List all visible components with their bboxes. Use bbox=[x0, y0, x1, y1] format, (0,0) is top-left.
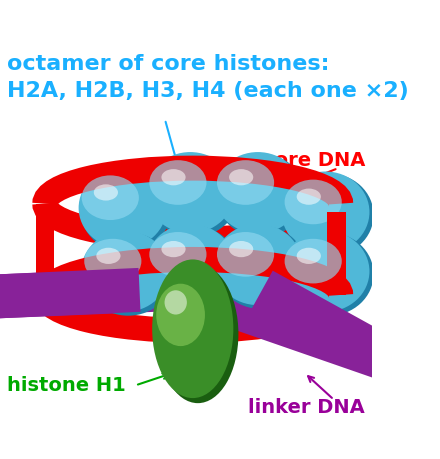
Ellipse shape bbox=[229, 241, 253, 257]
Ellipse shape bbox=[146, 153, 234, 234]
Text: histone H1: histone H1 bbox=[7, 375, 125, 394]
Ellipse shape bbox=[152, 260, 233, 398]
Ellipse shape bbox=[165, 291, 187, 315]
Ellipse shape bbox=[216, 226, 306, 309]
Text: octamer of core histones:: octamer of core histones: bbox=[7, 54, 329, 74]
Ellipse shape bbox=[285, 180, 342, 225]
Ellipse shape bbox=[214, 224, 302, 305]
Polygon shape bbox=[175, 268, 396, 381]
Polygon shape bbox=[0, 267, 195, 319]
Ellipse shape bbox=[283, 174, 374, 257]
Ellipse shape bbox=[96, 248, 121, 264]
Ellipse shape bbox=[282, 231, 370, 312]
Text: core DNA: core DNA bbox=[263, 151, 365, 170]
Ellipse shape bbox=[81, 231, 169, 312]
Ellipse shape bbox=[149, 161, 206, 205]
Ellipse shape bbox=[79, 168, 167, 249]
Ellipse shape bbox=[83, 233, 173, 316]
Text: H2A, H2B, H3, H4 (each one ×2): H2A, H2B, H3, H4 (each one ×2) bbox=[7, 81, 408, 101]
Ellipse shape bbox=[283, 233, 374, 316]
Polygon shape bbox=[327, 213, 346, 295]
Ellipse shape bbox=[297, 189, 321, 205]
Ellipse shape bbox=[161, 170, 186, 186]
Ellipse shape bbox=[216, 155, 306, 238]
Ellipse shape bbox=[84, 239, 141, 284]
Ellipse shape bbox=[217, 161, 274, 205]
Ellipse shape bbox=[94, 185, 118, 201]
Ellipse shape bbox=[146, 224, 234, 305]
Ellipse shape bbox=[285, 239, 342, 284]
Polygon shape bbox=[36, 204, 54, 295]
Ellipse shape bbox=[282, 172, 370, 253]
Ellipse shape bbox=[297, 248, 321, 264]
Polygon shape bbox=[331, 204, 350, 295]
Ellipse shape bbox=[156, 284, 205, 347]
Ellipse shape bbox=[149, 233, 206, 277]
Ellipse shape bbox=[148, 226, 238, 309]
Ellipse shape bbox=[157, 265, 238, 403]
Ellipse shape bbox=[214, 153, 302, 234]
Polygon shape bbox=[251, 271, 400, 380]
Polygon shape bbox=[0, 269, 140, 319]
Ellipse shape bbox=[81, 170, 171, 253]
Ellipse shape bbox=[217, 233, 274, 277]
Ellipse shape bbox=[161, 241, 186, 257]
Ellipse shape bbox=[82, 176, 139, 221]
Ellipse shape bbox=[148, 155, 238, 238]
Text: linker DNA: linker DNA bbox=[249, 397, 365, 416]
Ellipse shape bbox=[229, 170, 253, 186]
